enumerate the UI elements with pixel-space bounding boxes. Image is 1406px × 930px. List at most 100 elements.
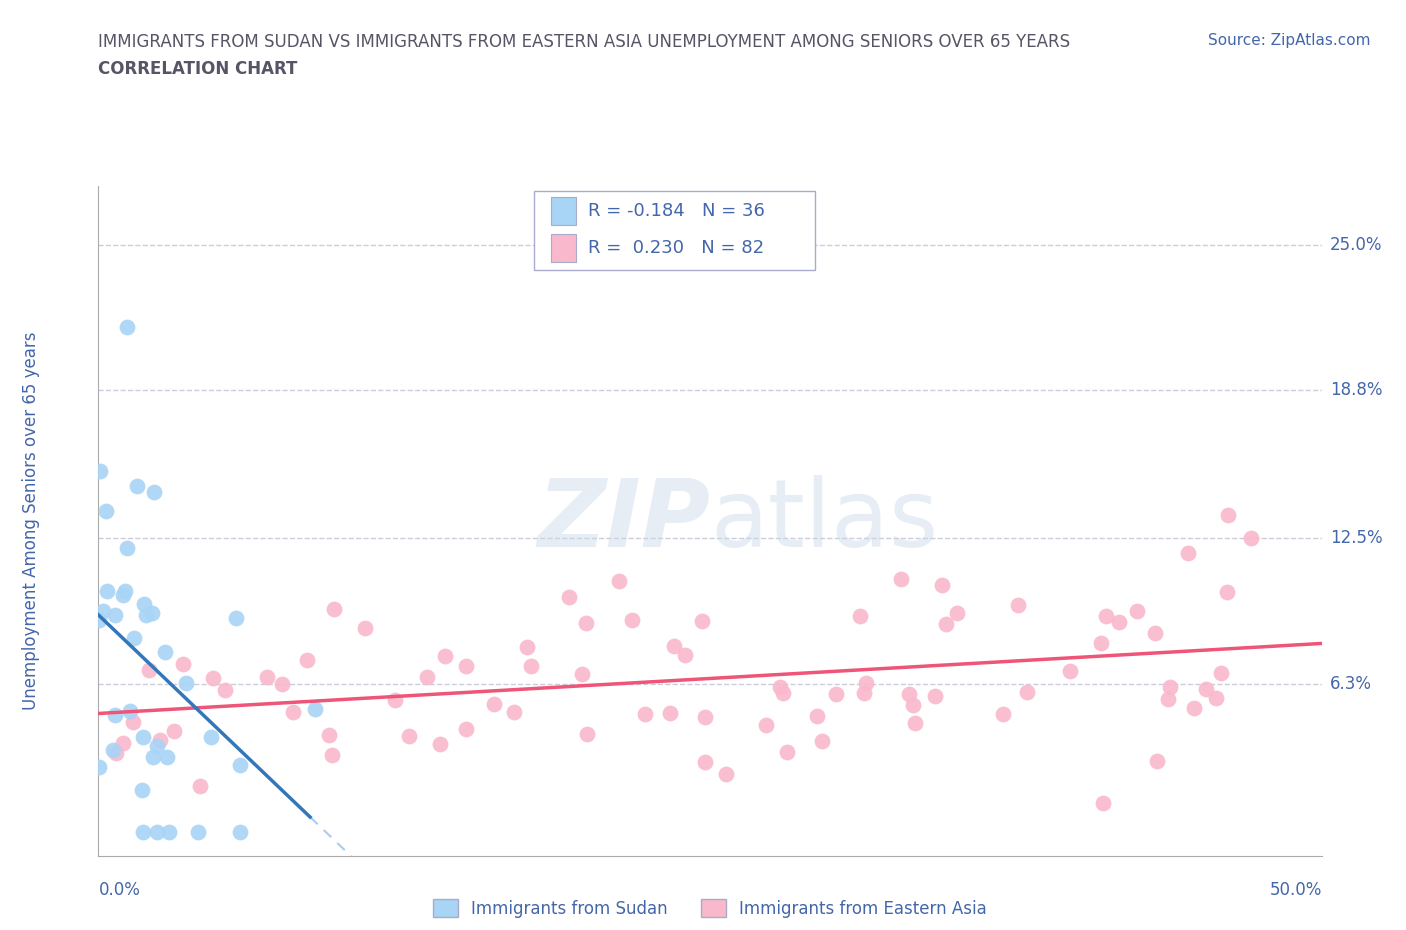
Point [149, 733, 172, 748]
Point [806, 709, 828, 724]
Point [1125, 604, 1147, 618]
Point [214, 683, 236, 698]
Point [186, 825, 208, 840]
Point [503, 705, 526, 720]
Point [1090, 636, 1112, 651]
Point [904, 715, 927, 730]
Point [89, 464, 111, 479]
Point [322, 602, 344, 617]
Point [132, 825, 155, 840]
Point [122, 714, 145, 729]
Text: Unemployment Among Seniors over 65 years: Unemployment Among Seniors over 65 years [22, 332, 41, 710]
Point [755, 718, 778, 733]
Point [1007, 597, 1029, 612]
Point [1182, 700, 1205, 715]
Point [935, 617, 957, 631]
Text: 50.0%: 50.0% [1270, 881, 1322, 898]
Point [634, 707, 657, 722]
Point [714, 766, 737, 781]
Point [516, 639, 538, 654]
Point [1177, 546, 1199, 561]
Point [456, 658, 478, 673]
Point [1095, 608, 1118, 623]
Point [1216, 584, 1239, 599]
Point [571, 667, 593, 682]
Point [772, 685, 794, 700]
Point [200, 730, 222, 745]
Point [924, 688, 946, 703]
Text: 12.5%: 12.5% [1330, 529, 1382, 548]
Point [898, 687, 921, 702]
Point [991, 707, 1014, 722]
Point [115, 540, 138, 555]
Point [621, 612, 644, 627]
Point [318, 727, 340, 742]
Point [111, 588, 134, 603]
Legend: Immigrants from Sudan, Immigrants from Eastern Asia: Immigrants from Sudan, Immigrants from E… [426, 893, 994, 924]
Point [229, 758, 252, 773]
Point [558, 590, 581, 604]
Point [429, 737, 451, 751]
Point [664, 639, 686, 654]
Point [96, 584, 118, 599]
Point [695, 755, 717, 770]
Point [1108, 615, 1130, 630]
Point [156, 750, 179, 764]
Point [132, 596, 155, 611]
Point [125, 478, 148, 493]
Point [482, 697, 505, 711]
Point [163, 724, 186, 738]
Point [433, 648, 456, 663]
Text: IMMIGRANTS FROM SUDAN VS IMMIGRANTS FROM EASTERN ASIA UNEMPLOYMENT AMONG SENIORS: IMMIGRANTS FROM SUDAN VS IMMIGRANTS FROM… [98, 33, 1070, 50]
Point [103, 607, 125, 622]
Point [1059, 664, 1081, 679]
Point [769, 680, 792, 695]
Point [225, 611, 247, 626]
Text: 18.8%: 18.8% [1330, 381, 1382, 399]
Point [96, 503, 118, 518]
Point [1156, 692, 1178, 707]
Text: R = -0.184   N = 36: R = -0.184 N = 36 [588, 202, 765, 220]
Point [174, 675, 197, 690]
Point [1240, 531, 1263, 546]
Point [321, 748, 343, 763]
Point [111, 736, 134, 751]
Point [575, 726, 598, 741]
Point [658, 705, 681, 720]
Point [1015, 684, 1038, 699]
Point [398, 728, 420, 743]
Point [1146, 753, 1168, 768]
Point [901, 698, 924, 712]
Text: ZIP: ZIP [537, 475, 710, 566]
Text: R =  0.230   N = 82: R = 0.230 N = 82 [588, 239, 763, 258]
Point [142, 485, 165, 499]
Point [384, 692, 406, 707]
Point [354, 621, 377, 636]
Text: atlas: atlas [710, 475, 938, 566]
Point [104, 708, 127, 723]
Point [271, 677, 294, 692]
Point [188, 778, 211, 793]
Point [304, 701, 326, 716]
Point [890, 571, 912, 586]
Point [607, 574, 630, 589]
Point [89, 613, 111, 628]
Point [1092, 796, 1115, 811]
Point [142, 750, 165, 764]
Text: CORRELATION CHART: CORRELATION CHART [98, 60, 298, 78]
Point [115, 320, 138, 335]
Point [1205, 691, 1227, 706]
Point [1143, 625, 1166, 640]
Point [690, 613, 713, 628]
Point [105, 746, 128, 761]
Point [153, 645, 176, 660]
Point [519, 658, 541, 673]
Text: Source: ZipAtlas.com: Source: ZipAtlas.com [1208, 33, 1371, 47]
Point [811, 733, 834, 748]
Point [91, 603, 114, 618]
Point [1216, 508, 1239, 523]
Point [931, 578, 953, 593]
Point [776, 745, 799, 760]
Point [825, 686, 848, 701]
Point [114, 583, 136, 598]
